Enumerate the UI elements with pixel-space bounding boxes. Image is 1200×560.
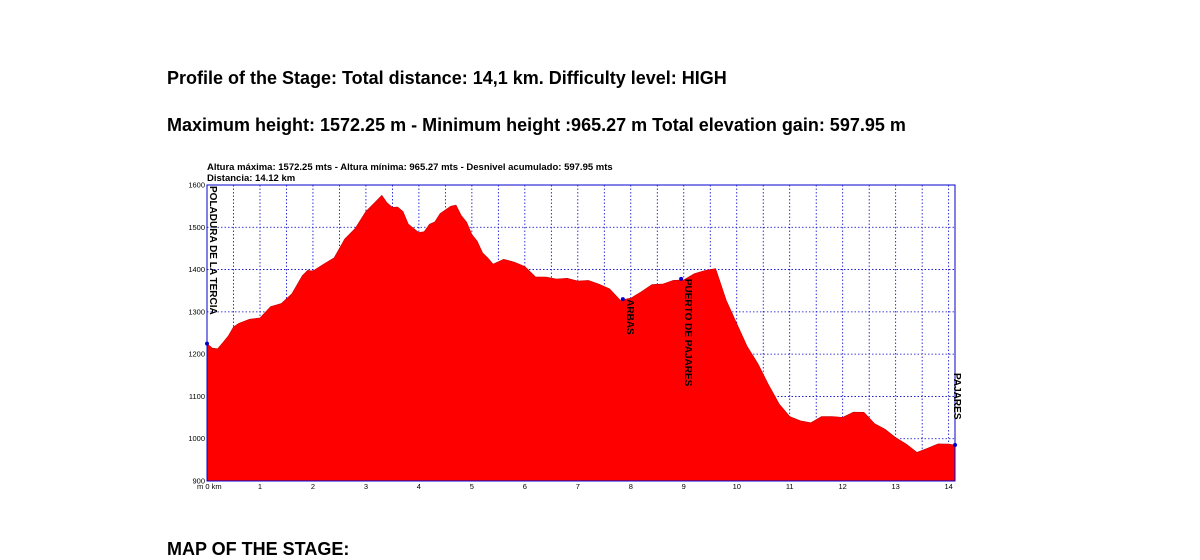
plot-frame [206, 184, 956, 482]
x-tick-label: 8 [629, 482, 633, 491]
x-tick-label: 13 [891, 482, 899, 491]
waypoint-label: PUERTO DE PAJARES [682, 279, 693, 387]
waypoint-marker [953, 443, 957, 448]
y-tick-label: 1200 [188, 350, 205, 359]
elevation-area [206, 194, 956, 482]
x-tick-label: 2 [311, 482, 315, 491]
x-tick-label: 9 [682, 482, 686, 491]
x-tick-label: 1 [258, 482, 262, 491]
stage-profile-heading: Profile of the Stage: Total distance: 14… [167, 68, 727, 88]
chart-title: Altura máxima: 1572.25 mts - Altura míni… [207, 162, 613, 173]
y-tick-label: 1000 [188, 434, 205, 443]
x-tick-label: 4 [417, 482, 421, 491]
y-tick-label: 1300 [188, 307, 205, 316]
x-tick-label: 7 [576, 482, 580, 491]
waypoint-marker [679, 276, 684, 281]
elevation-area-path [206, 194, 956, 482]
x-tick-label: 6 [523, 482, 527, 491]
waypoint-label: POLADURA DE LA TERCIA [207, 186, 218, 315]
waypoint-label: PAJARES [951, 373, 962, 420]
stage-heights-heading: Maximum height: 1572.25 m - Minimum heig… [167, 115, 906, 135]
y-tick-label: 1400 [188, 265, 205, 274]
waypoint-annotations: POLADURA DE LA TERCIA ARBAS PUERTO DE PAJA… [205, 186, 962, 448]
chart-subtitle: Distancia: 14.12 km [207, 173, 295, 184]
y-tick-label: 1600 [188, 181, 205, 190]
x-tick-label: 5 [470, 482, 474, 491]
waypoint-marker [620, 297, 625, 302]
x-tick-label: 14 [944, 482, 952, 491]
y-tick-label: 1500 [188, 223, 205, 232]
x-tick-labels: 1 2 3 4 5 6 7 8 9 10 11 12 13 14 [258, 482, 953, 491]
x-tick-label: 12 [839, 482, 847, 491]
x-axis-label: m 0 km [197, 482, 222, 491]
y-tick-label: 1100 [189, 392, 205, 401]
waypoint-marker [205, 341, 209, 346]
x-tick-label: 3 [364, 482, 368, 491]
y-tick-labels: 900 1000 1100 1200 1300 1400 1500 1600 [188, 181, 205, 486]
waypoint-label: ARBAS [624, 299, 635, 335]
y-tick-label: 900 [192, 477, 205, 486]
x-tick-label: 11 [786, 482, 794, 491]
x-tick-label: 10 [733, 482, 741, 491]
